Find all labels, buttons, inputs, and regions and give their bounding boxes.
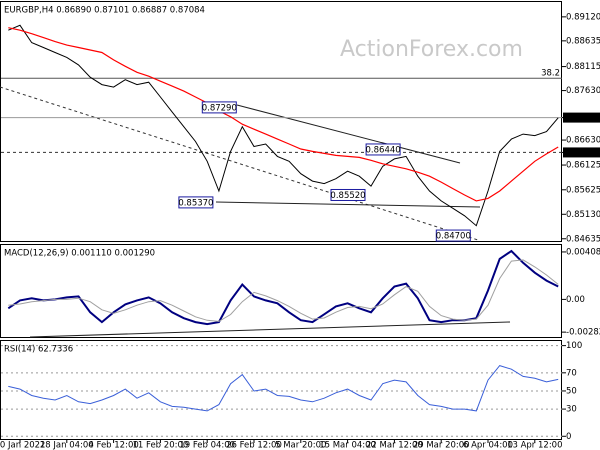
y-tick-label: 30 xyxy=(566,405,577,415)
price-label: 0.86440 xyxy=(366,145,401,155)
y-tick-label: 0 xyxy=(566,432,571,442)
price-label-box xyxy=(365,143,401,156)
price-label: 0.85520 xyxy=(330,191,365,201)
y-tick-label: 0.84635 xyxy=(566,234,600,244)
y-tick-label: 0.85130 xyxy=(566,210,600,220)
y-tick-label: 0.88635 xyxy=(566,36,600,46)
x-tick-label: 19 Feb 04:00 xyxy=(179,441,235,450)
series-line xyxy=(8,24,559,227)
panel-title: RSI(14) 62.7336 xyxy=(4,345,73,355)
x-tick-label: 4 Feb 12:00 xyxy=(88,441,138,450)
x-tick-label: 29 Mar 20:00 xyxy=(413,441,470,450)
price-label-box xyxy=(178,196,214,209)
x-tick-label: 15 Mar 04:00 xyxy=(319,441,376,450)
panel-title: EURGBP,H4 0.86890 0.87101 0.86887 0.8708… xyxy=(4,6,205,16)
y-tick-label: 70 xyxy=(566,368,577,378)
tick-highlight xyxy=(563,112,600,123)
level-label: 38.2 xyxy=(541,69,560,79)
y-tick-label: 0.87084 xyxy=(566,113,600,123)
support-line xyxy=(215,201,481,208)
price-label: 0.85370 xyxy=(178,198,213,208)
watermark: ActionForex.com xyxy=(340,37,523,62)
price-label: 0.87290 xyxy=(202,103,237,113)
y-tick-label: 0.004088 xyxy=(566,247,600,257)
x-tick-label: 6 Apr 04:00 xyxy=(463,441,513,450)
x-tick-label: 22 Mar 12:00 xyxy=(366,441,423,450)
x-tick-label: 5 Mar 20:00 xyxy=(275,441,326,450)
price-panel xyxy=(0,1,562,242)
y-tick-label: 0.00 xyxy=(566,295,585,305)
series-line xyxy=(8,365,559,412)
price-label-box xyxy=(330,188,366,201)
price-label-box xyxy=(435,229,471,242)
y-tick-label: 0.89120 xyxy=(566,12,600,22)
macd-panel xyxy=(0,244,562,338)
y-tick-label: 50 xyxy=(566,386,577,396)
series-line xyxy=(7,249,559,326)
series-line xyxy=(8,259,559,322)
panel-title: MACD(12,26,9) 0.001110 0.001290 xyxy=(4,249,155,259)
x-tick-label: 13 Apr 12:00 xyxy=(507,441,562,450)
x-tick-label: 26 Feb 12:00 xyxy=(226,441,282,450)
trend-line xyxy=(0,86,479,241)
trend-line xyxy=(236,104,461,164)
price-label-box xyxy=(201,101,237,114)
y-tick-label: 0.88115 xyxy=(566,62,600,72)
rsi-panel xyxy=(0,340,562,440)
y-tick-label: -0.00282 xyxy=(566,328,600,338)
price-label: 0.84700 xyxy=(436,232,471,242)
y-tick-label: 0.85625 xyxy=(566,185,600,195)
x-tick-label: 28 Jan 04:00 xyxy=(40,441,94,450)
y-tick-label: 0.86125 xyxy=(566,161,600,171)
y-tick-label: 0.87630 xyxy=(566,86,600,96)
series-line xyxy=(8,27,559,202)
tick-highlight xyxy=(563,147,600,158)
y-tick-label: 0.86380 xyxy=(566,148,600,158)
macd-trend-line xyxy=(29,321,511,338)
x-tick-label: 20 Jan 2021 xyxy=(0,441,45,450)
x-tick-label: 11 Feb 20:00 xyxy=(133,441,189,450)
y-tick-label: 100 xyxy=(566,341,582,351)
y-tick-label: 0.86630 xyxy=(566,136,600,146)
